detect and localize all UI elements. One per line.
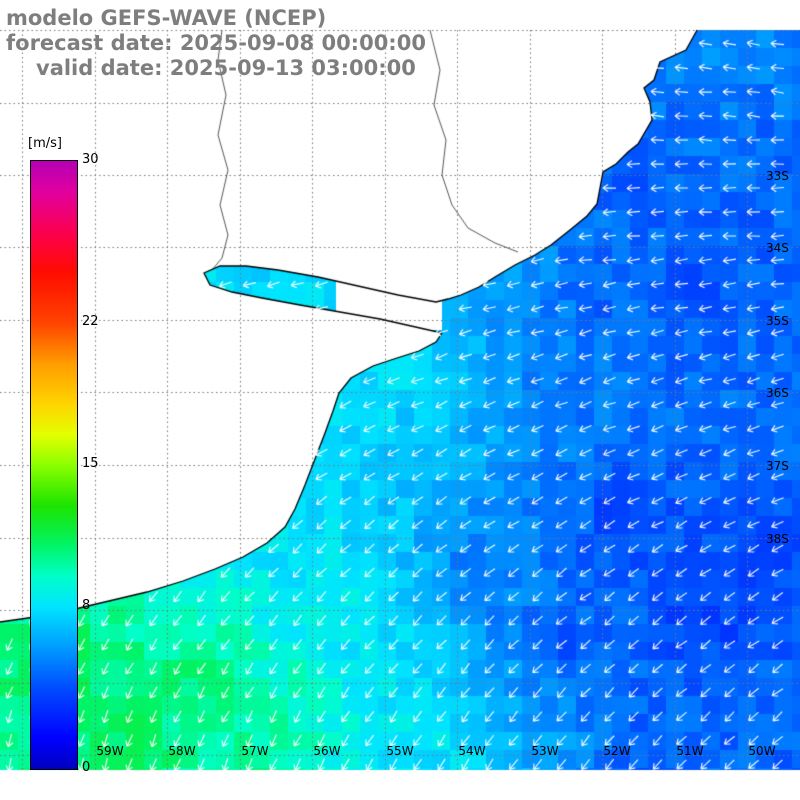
lon-label-52W: 52W — [603, 744, 631, 758]
lat-label-36S: 36S — [766, 386, 789, 400]
title-block: modelo GEFS-WAVE (NCEP) forecast date: 2… — [6, 6, 426, 81]
lon-label-50W: 50W — [748, 744, 776, 758]
colorbar-tick-8: 8 — [82, 597, 91, 613]
colorbar-tick-15: 15 — [82, 456, 99, 471]
lon-label-55W: 55W — [386, 744, 414, 758]
lat-label-35S: 35S — [766, 314, 789, 328]
model-title: modelo GEFS-WAVE (NCEP) — [6, 6, 327, 30]
colorbar-unit-label: [m/s] — [28, 136, 62, 151]
lat-label-34S: 34S — [766, 241, 789, 255]
colorbar-tick-30: 30 — [82, 152, 99, 167]
lon-label-58W: 58W — [168, 744, 196, 758]
colorbar-tick-0: 0 — [82, 760, 91, 775]
lat-label-37S: 37S — [766, 459, 789, 473]
lat-label-38S: 38S — [766, 532, 789, 546]
valid-date: valid date: 2025-09-13 03:00:00 — [36, 56, 416, 80]
lon-label-59W: 59W — [96, 744, 124, 758]
lon-label-54W: 54W — [458, 744, 486, 758]
lon-label-56W: 56W — [313, 744, 341, 758]
lat-label-33S: 33S — [766, 169, 789, 183]
forecast-date: forecast date: 2025-09-08 00:00:00 — [6, 31, 426, 55]
lon-label-53W: 53W — [531, 744, 559, 758]
colorbar — [30, 160, 78, 770]
colorbar-tick-22: 22 — [82, 314, 99, 330]
lon-label-57W: 57W — [241, 744, 269, 758]
lon-label-51W: 51W — [676, 744, 704, 758]
